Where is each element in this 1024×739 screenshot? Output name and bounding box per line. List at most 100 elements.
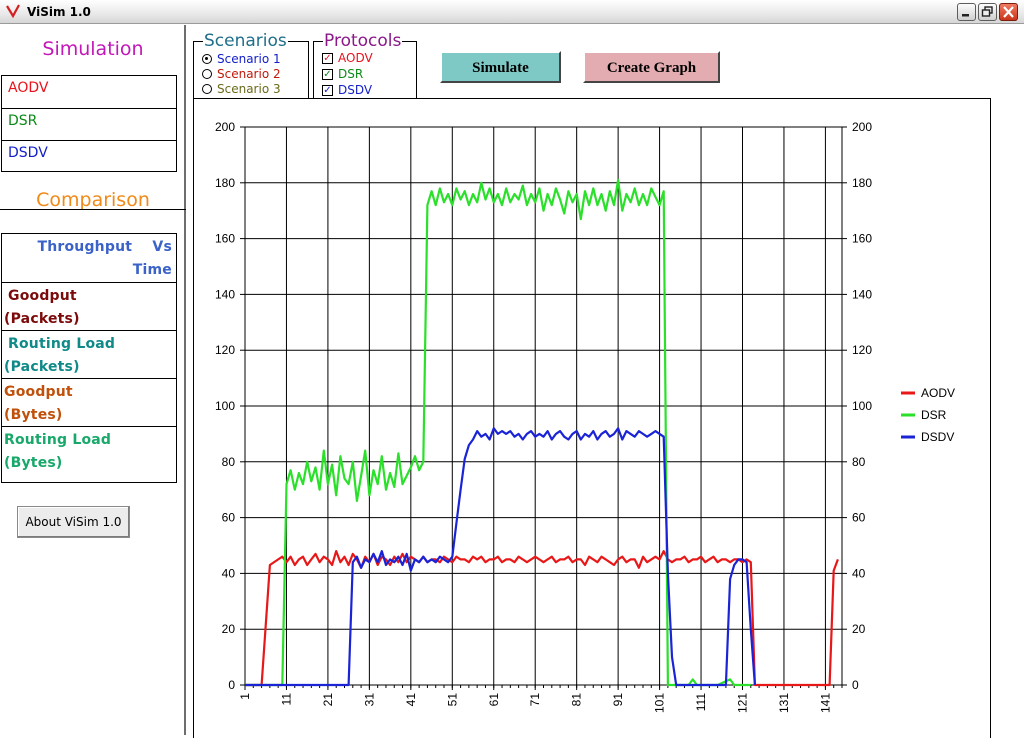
y-tick-label-right: 40 xyxy=(852,566,866,580)
protocol-aodv-label: AODV xyxy=(338,51,373,65)
x-tick-label: 61 xyxy=(487,693,501,707)
throughput-chart: 0 0 20 20 40 40 60 60 80 80 100 100 120 120 140 140 160 1… xyxy=(215,120,955,713)
x-tick-label: 121 xyxy=(736,693,750,713)
left-panel: Simulation AODV DSR DSDV Comparison Thro… xyxy=(0,25,186,735)
comparison-item-routing-load-packets[interactable]: Routing Load (Packets) xyxy=(2,330,176,378)
simulation-item-dsr[interactable]: DSR xyxy=(2,108,176,140)
x-tick-label: 111 xyxy=(694,693,708,712)
comparison-label-line1: Goodput xyxy=(4,384,73,400)
y-tick-label: 20 xyxy=(222,622,236,636)
scenario-1-label: Scenario 1 xyxy=(217,52,281,66)
protocol-dsdv-checkbox[interactable]: ✓ DSDV xyxy=(322,83,372,97)
x-tick-label: 41 xyxy=(404,693,418,707)
x-tick-label: 81 xyxy=(570,693,584,707)
scenario-2-radio[interactable]: Scenario 2 xyxy=(202,67,281,81)
x-tick-label: 71 xyxy=(528,693,542,707)
y-tick-label: 120 xyxy=(215,343,235,357)
x-tick-label: 21 xyxy=(321,693,335,707)
scenario-1-radio[interactable]: Scenario 1 xyxy=(202,52,281,66)
comparison-item-routing-load-bytes[interactable]: Routing Load (Bytes) xyxy=(2,426,176,483)
comparison-label-line1: Routing Load xyxy=(4,432,112,448)
simulate-button[interactable]: Simulate xyxy=(440,51,561,83)
app-icon xyxy=(6,4,20,19)
y-tick-label: 0 xyxy=(228,678,235,692)
scenarios-legend: Scenarios xyxy=(203,31,288,51)
y-tick-label: 160 xyxy=(215,232,235,246)
scenarios-group: Scenarios Scenario 1 Scenario 2 Scenario… xyxy=(193,32,309,98)
y-tick-label: 80 xyxy=(222,455,236,469)
close-button[interactable] xyxy=(999,3,1018,21)
radio-icon xyxy=(202,69,212,79)
protocols-legend: Protocols xyxy=(323,31,403,51)
y-tick-label-right: 120 xyxy=(852,343,872,357)
comparison-label-line1: Goodput xyxy=(8,288,77,304)
comparison-heading: Comparison xyxy=(36,189,150,211)
x-tick-label: 141 xyxy=(818,693,832,713)
x-tick-label: 51 xyxy=(445,693,459,707)
checkbox-checked-icon: ✓ xyxy=(322,52,333,64)
legend-label-dsdv: DSDV xyxy=(921,430,954,444)
comparison-label-line2: (Packets) xyxy=(4,311,80,327)
y-tick-label-right: 200 xyxy=(852,120,872,134)
y-tick-label: 180 xyxy=(215,176,235,190)
comparison-divider xyxy=(0,209,186,210)
checkbox-checked-icon: ✓ xyxy=(322,84,333,96)
scenario-3-label: Scenario 3 xyxy=(217,82,281,96)
y-tick-label-right: 100 xyxy=(852,399,872,413)
checkbox-checked-icon: ✓ xyxy=(322,68,333,80)
comparison-item-goodput-bytes[interactable]: Goodput (Bytes) xyxy=(2,378,176,426)
x-tick-label: 101 xyxy=(653,693,667,713)
simulation-item-dsdv[interactable]: DSDV xyxy=(2,140,176,172)
scenario-2-label: Scenario 2 xyxy=(217,67,281,81)
series-line-dsr xyxy=(245,178,751,687)
x-tick-label: 91 xyxy=(611,693,625,707)
series-line-dsdv xyxy=(245,427,756,687)
protocol-dsdv-label: DSDV xyxy=(338,83,373,97)
y-tick-label-right: 180 xyxy=(852,176,872,190)
radio-selected-icon xyxy=(202,54,212,64)
comparison-label-line2: (Packets) xyxy=(4,359,80,375)
y-tick-label-right: 80 xyxy=(852,455,866,469)
chart-panel: 0 0 20 20 40 40 60 60 80 80 100 100 120 120 140 140 160 1… xyxy=(193,98,991,738)
x-tick-label: 31 xyxy=(362,693,376,707)
y-tick-label: 40 xyxy=(222,566,236,580)
legend-label-aodv: AODV xyxy=(921,386,955,400)
restore-button[interactable] xyxy=(978,3,997,21)
scenario-3-radio[interactable]: Scenario 3 xyxy=(202,82,281,96)
y-tick-label: 60 xyxy=(222,511,236,525)
comparison-menu: Throughput Vs Time Goodput (Packets) Rou… xyxy=(1,233,177,483)
comparison-item-throughput[interactable]: Throughput Vs Time xyxy=(2,234,176,282)
y-tick-label: 100 xyxy=(215,399,235,413)
comparison-item-goodput-packets[interactable]: Goodput (Packets) xyxy=(2,282,176,330)
window-title: ViSim 1.0 xyxy=(27,5,91,19)
window-title-bar[interactable]: ViSim 1.0 xyxy=(0,0,1024,24)
x-tick-label: 11 xyxy=(279,693,293,706)
y-tick-label: 140 xyxy=(215,287,235,301)
y-tick-label-right: 140 xyxy=(852,287,872,301)
y-tick-label-right: 0 xyxy=(852,678,859,692)
close-icon xyxy=(1003,6,1014,18)
series-line-aodv xyxy=(245,550,839,687)
protocol-dsr-label: DSR xyxy=(338,67,364,81)
x-tick-label: 1 xyxy=(238,693,252,700)
comparison-label-line1: Routing Load xyxy=(8,336,116,352)
restore-icon xyxy=(981,6,993,17)
simulation-item-aodv[interactable]: AODV xyxy=(8,80,49,96)
radio-icon xyxy=(202,84,212,94)
y-tick-label-right: 60 xyxy=(852,511,866,525)
comparison-label-line2: (Bytes) xyxy=(4,407,63,423)
protocol-dsr-checkbox[interactable]: ✓ DSR xyxy=(322,67,363,81)
protocol-aodv-checkbox[interactable]: ✓ AODV xyxy=(322,51,373,65)
y-tick-label-right: 160 xyxy=(852,232,872,246)
minimize-icon xyxy=(962,14,969,17)
about-button[interactable]: About ViSim 1.0 xyxy=(17,506,130,538)
simulation-menu: AODV DSR DSDV xyxy=(1,75,177,172)
x-tick-label: 131 xyxy=(777,693,791,713)
minimize-button[interactable] xyxy=(957,3,976,21)
legend-label-dsr: DSR xyxy=(921,408,947,422)
create-graph-button[interactable]: Create Graph xyxy=(583,51,720,83)
y-tick-label: 200 xyxy=(215,120,235,134)
comparison-label-line2: (Bytes) xyxy=(4,455,63,471)
y-tick-label-right: 20 xyxy=(852,622,866,636)
simulation-heading: Simulation xyxy=(42,38,144,60)
